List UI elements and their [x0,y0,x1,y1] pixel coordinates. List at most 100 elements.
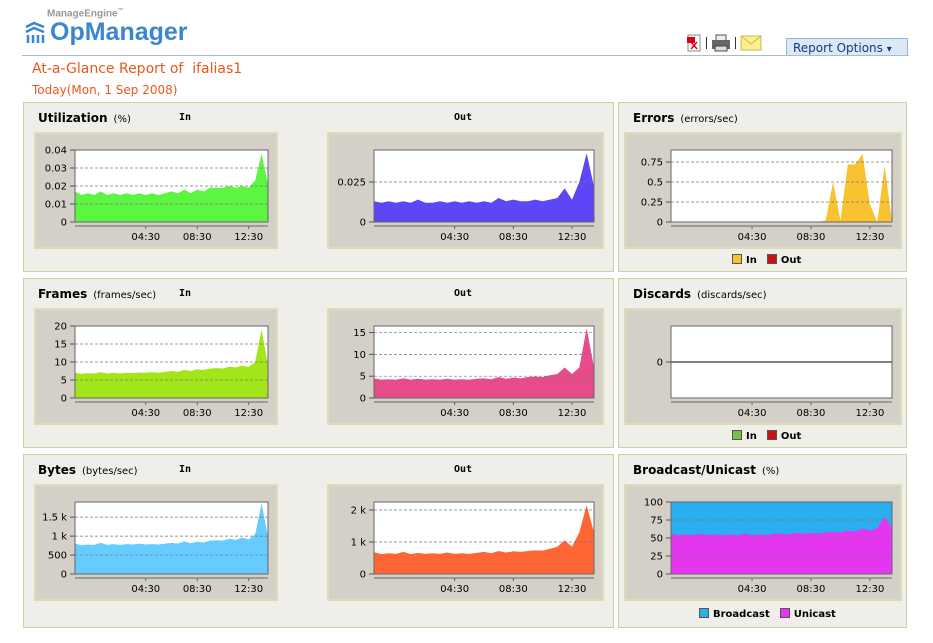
report-options-button[interactable]: Report Options ▾ [786,38,908,56]
x-tick-label: 04:30 [738,408,767,419]
brand-label: ManageEngine™ [47,8,124,20]
frames-out-chart: 0 5 10 15 04:30 08:30 12:30 [353,325,595,419]
panel-title: Bytes (bytes/sec) [38,463,138,477]
y-tick-label: 0.02 [45,182,67,193]
out-label: Out [454,288,473,299]
x-tick-label: 04:30 [440,232,469,243]
y-tick-label: 75 [650,516,663,527]
x-tick-label: 08:30 [499,232,528,243]
bytes-in-chart: 0 500 1 k 1.5 k 04:30 08:30 12:30 [42,501,269,595]
y-tick-label: 2 k [351,506,367,517]
in-label: In [179,112,192,123]
y-tick-label: 20 [54,322,67,333]
y-tick-label: 1.5 k [42,513,67,524]
legend-unicast: Unicast [779,608,836,620]
x-tick-label: 04:30 [440,584,469,595]
utilization-panel: Utilization (%) In Out 0 0.01 0.02 0.03 0.04 0… [23,102,614,272]
y-tick-label: 0.025 [337,178,366,189]
x-tick-label: 08:30 [499,584,528,595]
y-tick-label: 0 [657,358,663,369]
errors-panel: Errors (errors/sec) 0 0.25 0.5 0.75 04:30 08:3… [618,102,907,272]
errors-chart: 0 0.25 0.5 0.75 04:30 08:30 12:30 [641,149,893,243]
errors-legend: In Out [732,254,801,266]
y-tick-label: 50 [650,534,663,545]
x-tick-label: 08:30 [183,232,212,243]
separator [706,37,707,49]
plot-border [74,325,269,399]
y-tick-label: 5 [61,376,67,387]
x-tick-label: 08:30 [183,408,212,419]
plot-border [670,501,893,575]
frames-in-chart: 0 5 10 15 20 04:30 08:30 12:30 [54,322,269,419]
y-tick-label: 0.25 [641,198,663,209]
opmanager-logo[interactable]: OpManager [24,18,188,47]
x-tick-label: 08:30 [499,408,528,419]
legend-broadcast: Broadcast [699,608,770,620]
y-tick-label: 0 [61,394,67,405]
x-tick-label: 04:30 [738,232,767,243]
y-tick-label: 100 [644,498,663,509]
y-tick-label: 0.04 [45,146,67,157]
x-tick-label: 04:30 [131,232,160,243]
discards-legend: In Out [732,430,801,442]
y-tick-label: 0 [657,218,663,229]
email-icon[interactable] [740,35,762,51]
legend-out: Out [766,430,801,442]
y-tick-label: 10 [54,358,67,369]
y-tick-label: 10 [353,350,366,361]
x-tick-label: 12:30 [855,408,884,419]
bytes_in-area [75,503,268,574]
out-label: Out [454,112,473,123]
panel-title: Broadcast/Unicast (%) [633,463,780,477]
x-tick-label: 12:30 [234,232,263,243]
panel-title: Frames (frames/sec) [38,287,157,301]
discards-chart: 0 04:30 08:30 12:30 [657,325,893,419]
broadcast-unicast-panel: Broadcast/Unicast (%) 0 25 50 75 100 04:30 08:3… [618,454,907,628]
logo-icon [25,21,45,43]
errors-area [671,154,892,222]
pdf-icon[interactable] [686,34,702,52]
frames_in-area [75,329,268,398]
plot-border [373,325,595,399]
plot-border [373,149,595,223]
y-tick-label: 15 [353,328,366,339]
bytes-panel: Bytes (bytes/sec) In Out 0 500 1 k 1.5 k 04:3… [23,454,614,628]
legend-in: In [732,254,757,266]
bytes_out-area [374,505,594,574]
y-tick-label: 0.5 [647,178,663,189]
x-tick-label: 04:30 [131,584,160,595]
x-tick-label: 08:30 [183,584,212,595]
plot-border [670,325,893,399]
x-tick-label: 08:30 [797,232,826,243]
product-name: OpManager [50,18,188,46]
frames_out-area [374,328,594,398]
utilization-out-chart: 0 0.025 04:30 08:30 12:30 [337,149,595,243]
discards-panel: Discards (discards/sec) 0 04:30 08:30 12:30 … [618,278,907,448]
y-tick-label: 15 [54,340,67,351]
unicast-area [671,516,892,574]
y-tick-label: 0.01 [45,200,67,211]
chevron-down-icon: ▾ [886,44,892,55]
header-divider [22,55,909,56]
y-tick-label: 1 k [52,532,68,543]
plot-border [373,501,595,575]
in-label: In [179,288,192,299]
x-tick-label: 12:30 [558,232,587,243]
x-tick-label: 12:30 [234,408,263,419]
y-tick-label: 1 k [351,538,367,549]
broadcast-unicast-chart: 0 25 50 75 100 04:30 08:30 12:30 [644,498,893,595]
y-tick-label: 25 [650,552,663,563]
bytes-out-chart: 0 1 k 2 k 04:30 08:30 12:30 [351,501,595,595]
y-tick-label: 500 [48,551,67,562]
panel-title: Utilization (%) [38,111,131,125]
y-tick-label: 0 [61,570,67,581]
plot-border [74,501,269,575]
y-tick-label: 0 [657,570,663,581]
out-label: Out [454,464,473,475]
print-icon[interactable] [711,34,731,52]
panel-title: Errors (errors/sec) [633,111,738,125]
frames-panel: Frames (frames/sec) In Out 0 5 10 15 20 04:30 0… [23,278,614,448]
y-tick-label: 0.03 [45,164,67,175]
util_out-area [374,153,594,222]
x-tick-label: 12:30 [855,584,884,595]
